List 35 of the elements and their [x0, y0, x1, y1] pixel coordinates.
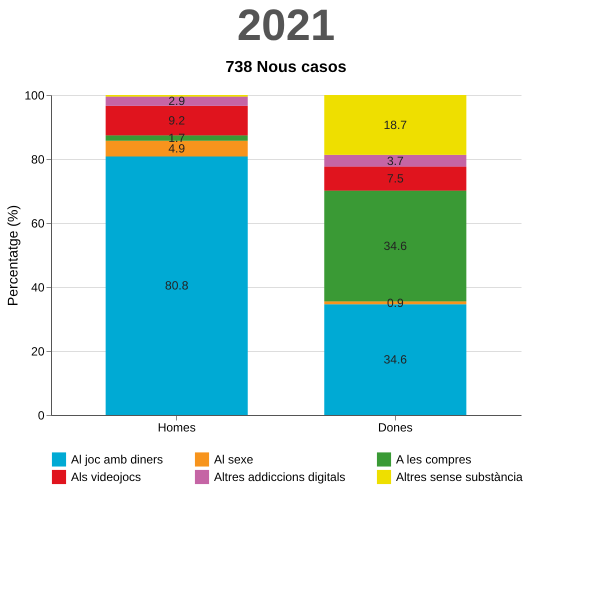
- bar: [324, 95, 466, 155]
- bar: [106, 106, 248, 136]
- y-tick-label: 40: [31, 280, 45, 294]
- chart-subtitle: 738 Nous casos: [226, 59, 347, 76]
- y-axis-title: Percentatge (%): [4, 204, 20, 306]
- legend-label: A les compres: [396, 452, 472, 466]
- y-tick-label: 20: [31, 344, 45, 358]
- y-tick-label: 0: [38, 408, 45, 422]
- bar: [106, 135, 248, 141]
- data-label: 34.6: [384, 239, 408, 254]
- data-label: 18.7: [384, 118, 408, 132]
- bar: [324, 154, 466, 167]
- legend-label: Als videojocs: [71, 470, 142, 484]
- chart-title: 2021: [237, 1, 335, 50]
- y-tick-label: 80: [31, 152, 45, 166]
- bar: [106, 96, 248, 106]
- bar: [106, 156, 248, 415]
- data-label: 0.9: [386, 296, 404, 310]
- data-label: 2.9: [168, 94, 186, 108]
- bar: [106, 140, 248, 156]
- data-label: 3.7: [386, 154, 404, 168]
- x-tick-label: Dones: [378, 420, 413, 434]
- x-tick-label: Homes: [158, 420, 196, 434]
- data-label: 80.8: [165, 278, 189, 293]
- data-label: 7.5: [386, 172, 404, 186]
- y-tick-label: 100: [24, 88, 45, 102]
- legend-label: Al joc amb diners: [71, 452, 164, 466]
- data-label: 4.9: [168, 142, 186, 156]
- data-label: 9.2: [168, 114, 186, 128]
- legend-label: Al sexe: [214, 452, 254, 466]
- y-tick-label: 60: [31, 216, 45, 230]
- legend-label: Altres sense substància: [396, 470, 524, 484]
- legend-label: Altres addiccions digitals: [214, 470, 346, 484]
- data-label: 34.6: [384, 352, 408, 367]
- bar: [324, 166, 466, 191]
